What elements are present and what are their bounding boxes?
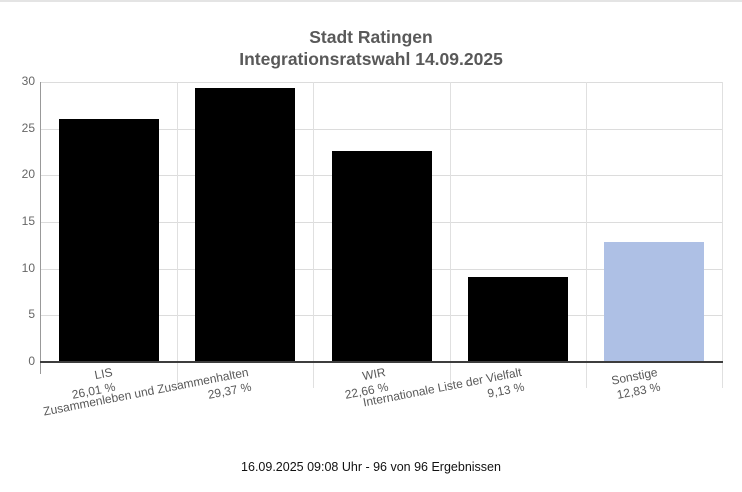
bar-5 xyxy=(604,242,704,362)
y-tick-label: 30 xyxy=(21,74,35,88)
y-tick-label: 5 xyxy=(28,307,35,321)
bar-3 xyxy=(332,151,432,362)
y-tick-label: 15 xyxy=(21,214,35,228)
gridline-y-30 xyxy=(41,82,722,83)
gridline-y-25 xyxy=(41,129,722,130)
gridline-x-2 xyxy=(313,82,314,388)
chart-title: Stadt Ratingen Integrationsratswahl 14.0… xyxy=(0,26,742,70)
chart-title-line2: Integrationsratswahl 14.09.2025 xyxy=(239,49,503,69)
gridline-x-4 xyxy=(586,82,587,388)
y-axis-line xyxy=(40,82,41,374)
bar-1 xyxy=(59,119,159,362)
x-axis-line xyxy=(40,361,723,363)
top-border-line xyxy=(0,0,742,2)
y-tick-label: 25 xyxy=(21,121,35,135)
chart-title-line1: Stadt Ratingen xyxy=(309,27,433,47)
bar-2 xyxy=(195,88,295,362)
y-tick-label: 0 xyxy=(28,354,35,368)
gridline-x-3 xyxy=(450,82,451,388)
gridline-x-1 xyxy=(177,82,178,388)
y-tick-label: 10 xyxy=(21,261,35,275)
bar-4 xyxy=(468,277,568,362)
gridline-x-5 xyxy=(722,82,723,388)
y-tick-label: 20 xyxy=(21,167,35,181)
chart-caption: 16.09.2025 09:08 Uhr - 96 von 96 Ergebni… xyxy=(241,460,501,474)
